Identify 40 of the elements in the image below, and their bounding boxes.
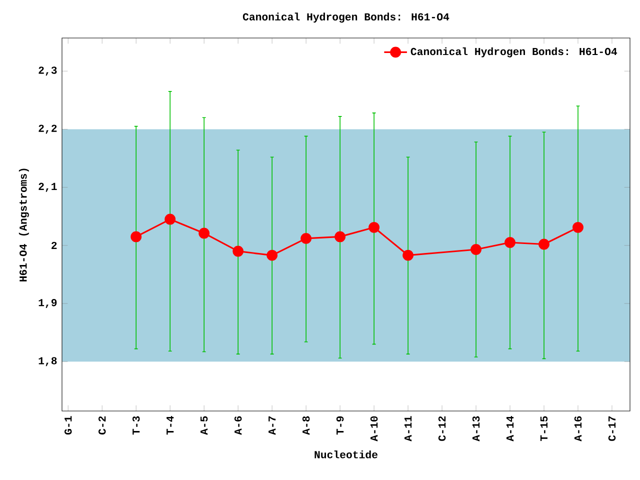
chart-title: Canonical Hydrogen Bonds: H61-O4	[242, 12, 450, 23]
x-axis-title: Nucleotide	[314, 450, 378, 458]
x-tick-label: A-10	[370, 416, 378, 442]
y-tick-label: 2,1	[38, 182, 57, 192]
x-tick-label: A-13	[472, 416, 480, 442]
x-tick-label: T-15	[540, 416, 548, 441]
y-tick-label: 2,2	[38, 124, 57, 134]
point	[334, 231, 346, 242]
y-tick-label: 1,8	[38, 357, 57, 366]
x-tick-label: A-6	[234, 416, 242, 435]
point	[368, 222, 380, 233]
x-tick-label: G-1	[64, 416, 72, 434]
y-axis-title: H61-O4 (Angstroms)	[18, 168, 29, 282]
point	[164, 214, 176, 225]
x-tick-label: T-3	[132, 416, 140, 435]
x-tick-label: T-4	[166, 416, 174, 435]
x-tick-label: A-16	[574, 416, 582, 442]
point	[266, 250, 278, 261]
point	[470, 244, 482, 255]
x-tick-label: A-8	[302, 416, 310, 435]
point	[198, 228, 210, 239]
point	[504, 237, 516, 248]
point	[572, 222, 584, 233]
legend-label: Canonical Hydrogen Bonds: H61-O4	[410, 47, 618, 58]
point	[232, 246, 244, 257]
point	[402, 250, 414, 261]
y-tick-label: 2,3	[38, 66, 57, 76]
x-tick-label: A-5	[200, 416, 208, 435]
point	[300, 232, 312, 244]
x-tick-label: C-12	[438, 416, 446, 441]
x-tick-label: T-9	[336, 416, 344, 435]
x-tick-label: C-17	[608, 416, 616, 441]
x-tick-label: A-7	[268, 416, 276, 435]
x-tick-label: C-2	[98, 416, 106, 434]
point	[130, 231, 142, 242]
y-tick-label: 2	[52, 242, 57, 249]
y-tick-label: 1,9	[38, 299, 57, 308]
point	[538, 238, 550, 250]
x-tick-label: A-11	[404, 416, 412, 442]
x-tick-label: A-14	[506, 416, 514, 442]
